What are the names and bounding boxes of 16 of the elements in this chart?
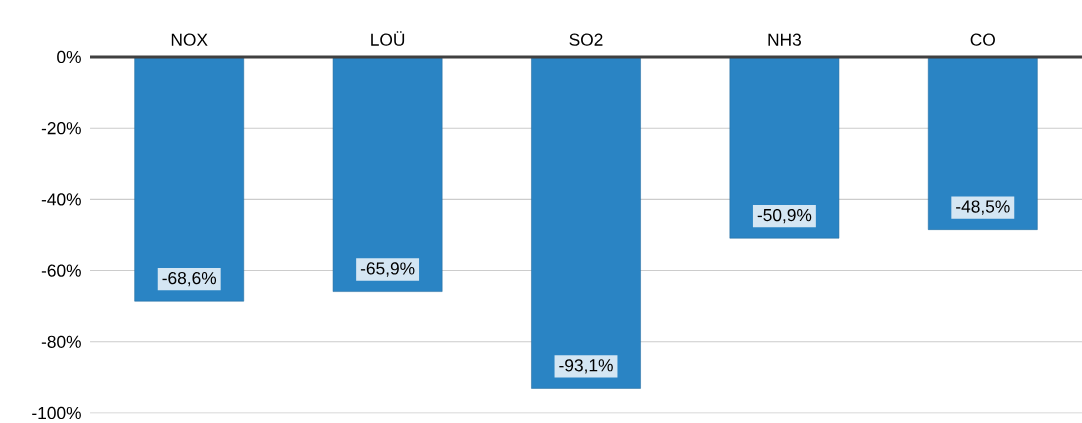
data-label: -50,9% [757, 208, 812, 224]
x-tick-label: SO2 [569, 33, 603, 46]
y-tick-label: -100% [32, 406, 81, 420]
data-label: -68,6% [162, 271, 217, 287]
y-tick-label: -80% [41, 335, 81, 348]
data-label: -65,9% [360, 262, 415, 277]
x-tick-label: NH3 [768, 33, 801, 46]
x-tick-label: LOÜ [371, 31, 405, 46]
x-tick-label: NOX [171, 33, 208, 46]
y-tick-label: 0% [57, 50, 81, 64]
y-tick-label: -60% [41, 264, 81, 277]
y-tick-label: -40% [41, 193, 81, 206]
data-label: -48,5% [956, 200, 1010, 215]
data-label: -93,1% [559, 359, 613, 374]
y-tick-label: -20% [41, 122, 81, 135]
x-tick-label: CO [970, 33, 995, 46]
